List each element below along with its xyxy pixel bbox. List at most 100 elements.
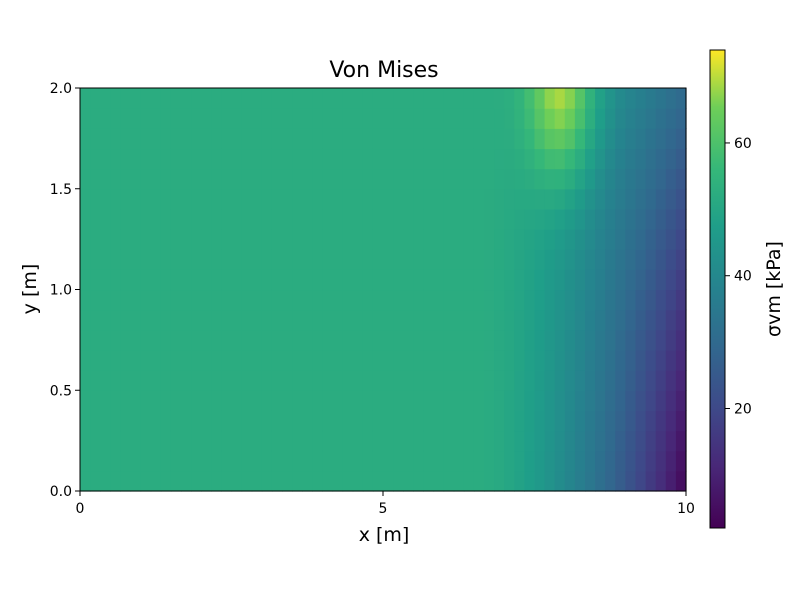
- heatmap-cell: [292, 148, 303, 170]
- heatmap-cell: [342, 289, 354, 311]
- heatmap-cell: [595, 329, 606, 351]
- heatmap-cell: [100, 289, 111, 311]
- heatmap-cell: [332, 410, 344, 432]
- heatmap-cell: [403, 208, 414, 230]
- heatmap-cell: [443, 390, 455, 411]
- heatmap-cell: [554, 470, 566, 492]
- heatmap-cell: [443, 249, 455, 270]
- heatmap-cell: [574, 188, 586, 210]
- heatmap-cell: [100, 410, 111, 432]
- heatmap-cell: [352, 329, 364, 351]
- heatmap-cell: [504, 269, 515, 291]
- heatmap-cell: [635, 229, 647, 250]
- heatmap-cell: [585, 108, 596, 129]
- heatmap-cell: [413, 410, 424, 432]
- heatmap-cell: [271, 269, 283, 291]
- heatmap-cell: [322, 229, 334, 250]
- heatmap-cell: [534, 370, 546, 391]
- heatmap-cell: [393, 309, 404, 331]
- heatmap-cell: [302, 108, 313, 129]
- heatmap-cell: [110, 289, 121, 311]
- y-tick-label: 1.0: [50, 283, 72, 299]
- heatmap-cell: [181, 108, 192, 129]
- x-tick-label: 10: [677, 501, 695, 517]
- heatmap-cell: [342, 370, 354, 391]
- heatmap-cell: [362, 430, 374, 452]
- heatmap-cell: [150, 349, 162, 371]
- heatmap-cell: [595, 470, 606, 492]
- heatmap-cell: [372, 88, 384, 109]
- heatmap-cell: [413, 430, 424, 452]
- heatmap-cell: [251, 470, 263, 492]
- heatmap-cell: [484, 88, 495, 109]
- heatmap-cell: [130, 249, 142, 270]
- heatmap-cell: [625, 108, 637, 129]
- heatmap-cell: [352, 249, 364, 270]
- heatmap-cell: [241, 229, 253, 250]
- heatmap-cell: [615, 108, 626, 129]
- heatmap-cell: [615, 88, 626, 109]
- heatmap-cell: [524, 148, 536, 170]
- heatmap-cell: [150, 309, 162, 331]
- heatmap-cell: [473, 329, 485, 351]
- heatmap-cell: [403, 229, 414, 250]
- heatmap-cell: [615, 289, 626, 311]
- heatmap-cell: [524, 349, 536, 371]
- heatmap-cell: [383, 390, 394, 411]
- heatmap-cell: [564, 349, 576, 371]
- heatmap-cell: [90, 128, 101, 150]
- heatmap-cell: [120, 128, 132, 150]
- heatmap-cell: [292, 269, 303, 291]
- heatmap-cell: [514, 148, 525, 170]
- heatmap-cell: [504, 410, 515, 432]
- heatmap-cell: [352, 450, 364, 472]
- heatmap-cell: [251, 289, 263, 311]
- heatmap-cell: [534, 168, 546, 190]
- heatmap-cell: [665, 329, 677, 351]
- heatmap-cell: [90, 289, 101, 311]
- heatmap-cell: [605, 289, 616, 311]
- heatmap-cell: [403, 450, 414, 472]
- heatmap-cell: [564, 249, 576, 270]
- heatmap-cell: [342, 349, 354, 371]
- heatmap-cell: [544, 329, 556, 351]
- heatmap-cell: [221, 370, 233, 391]
- heatmap-cell: [393, 289, 404, 311]
- heatmap-cell: [150, 229, 162, 250]
- heatmap-cell: [201, 128, 212, 150]
- heatmap-cell: [423, 470, 435, 492]
- heatmap-cell: [383, 269, 394, 291]
- heatmap-cell: [433, 289, 445, 311]
- heatmap-cell: [645, 410, 657, 432]
- heatmap-cell: [473, 88, 485, 109]
- heatmap-cell: [463, 410, 475, 432]
- heatmap-cell: [312, 249, 323, 270]
- heatmap-cell: [372, 108, 384, 129]
- heatmap-cell: [181, 188, 192, 210]
- heatmap-cell: [181, 289, 192, 311]
- heatmap-cell: [635, 450, 647, 472]
- heatmap-cell: [585, 349, 596, 371]
- heatmap-cell: [625, 148, 637, 170]
- heatmap-cell: [675, 128, 687, 150]
- heatmap-cell: [191, 430, 202, 452]
- heatmap-cell: [484, 229, 495, 250]
- heatmap-cell: [332, 269, 344, 291]
- heatmap-cell: [120, 188, 132, 210]
- heatmap-cell: [473, 128, 485, 150]
- heatmap-cell: [403, 88, 414, 109]
- heatmap-cell: [595, 430, 606, 452]
- heatmap-cell: [372, 128, 384, 150]
- heatmap-cell: [170, 148, 182, 170]
- heatmap-cell: [413, 309, 424, 331]
- heatmap-cell: [615, 148, 626, 170]
- heatmap-cell: [372, 188, 384, 210]
- heatmap-cell: [585, 88, 596, 109]
- heatmap-cell: [201, 289, 212, 311]
- heatmap-cell: [241, 148, 253, 170]
- heatmap-cell: [362, 470, 374, 492]
- heatmap-cell: [665, 88, 677, 109]
- heatmap-cell: [90, 229, 101, 250]
- heatmap-cell: [352, 148, 364, 170]
- heatmap-cell: [231, 370, 243, 391]
